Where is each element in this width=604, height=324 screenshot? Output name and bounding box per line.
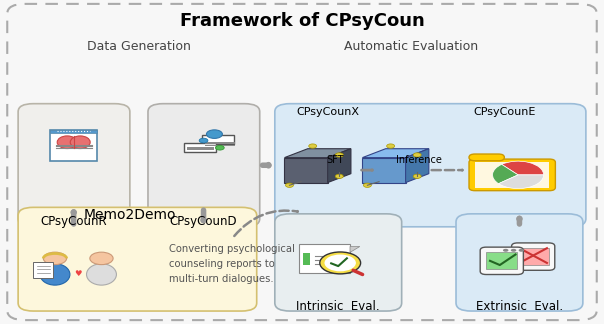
FancyBboxPatch shape [18, 207, 257, 311]
Bar [518, 248, 549, 265]
Circle shape [335, 153, 343, 157]
Bar [303, 261, 310, 265]
FancyBboxPatch shape [469, 159, 556, 191]
Bar [303, 253, 310, 257]
FancyBboxPatch shape [202, 135, 234, 144]
Ellipse shape [40, 264, 70, 285]
Ellipse shape [86, 264, 117, 285]
FancyBboxPatch shape [480, 247, 523, 274]
Polygon shape [350, 247, 360, 252]
Bar [33, 262, 53, 278]
Text: Inference: Inference [396, 156, 442, 165]
Text: CPsyCounX: CPsyCounX [297, 107, 359, 117]
Bar [486, 252, 518, 269]
Polygon shape [406, 149, 429, 183]
Circle shape [90, 252, 113, 265]
FancyBboxPatch shape [184, 143, 216, 152]
FancyBboxPatch shape [50, 130, 97, 161]
Circle shape [387, 144, 394, 148]
FancyBboxPatch shape [275, 104, 586, 227]
Polygon shape [284, 158, 327, 183]
Circle shape [320, 252, 361, 274]
Circle shape [199, 138, 208, 143]
Circle shape [309, 144, 316, 148]
Text: CPsyCounD: CPsyCounD [170, 215, 237, 228]
Circle shape [286, 183, 294, 187]
Polygon shape [362, 158, 406, 183]
Wedge shape [498, 175, 544, 189]
FancyBboxPatch shape [512, 243, 554, 270]
Ellipse shape [70, 136, 90, 148]
Text: Data Generation: Data Generation [87, 40, 191, 53]
FancyBboxPatch shape [148, 104, 260, 227]
Text: Automatic Evaluation: Automatic Evaluation [344, 40, 478, 53]
Text: CPsyCounR: CPsyCounR [40, 215, 107, 228]
FancyBboxPatch shape [475, 162, 550, 188]
FancyBboxPatch shape [18, 104, 130, 227]
Polygon shape [327, 149, 351, 183]
Circle shape [43, 252, 66, 265]
FancyBboxPatch shape [469, 154, 504, 161]
Circle shape [335, 174, 343, 179]
Bar [50, 130, 97, 133]
Text: CPsyCounE: CPsyCounE [473, 107, 536, 117]
Text: Memo2Demo: Memo2Demo [83, 208, 176, 223]
FancyBboxPatch shape [275, 214, 402, 311]
Wedge shape [502, 161, 544, 175]
Circle shape [503, 249, 509, 252]
Circle shape [519, 249, 524, 252]
Text: Framework of CPsyCoun: Framework of CPsyCoun [179, 12, 425, 30]
Polygon shape [284, 149, 351, 158]
Bar [303, 257, 310, 261]
Text: ♥: ♥ [74, 269, 82, 278]
Circle shape [413, 174, 421, 179]
Polygon shape [362, 149, 429, 158]
Circle shape [216, 145, 224, 150]
FancyBboxPatch shape [456, 214, 583, 311]
Circle shape [324, 255, 356, 272]
Text: Extrinsic  Eval.: Extrinsic Eval. [476, 300, 563, 313]
Text: Intrinsic  Eval.: Intrinsic Eval. [297, 300, 380, 313]
Text: Converting psychological
counseling reports to
multi-turn dialogues.: Converting psychological counseling repo… [169, 244, 295, 284]
Circle shape [511, 249, 516, 252]
Wedge shape [493, 164, 518, 184]
Circle shape [364, 183, 371, 187]
Circle shape [207, 130, 222, 138]
Circle shape [413, 153, 421, 157]
FancyBboxPatch shape [7, 4, 597, 320]
FancyBboxPatch shape [299, 244, 350, 273]
Ellipse shape [57, 136, 77, 148]
Text: SFT: SFT [327, 156, 344, 165]
